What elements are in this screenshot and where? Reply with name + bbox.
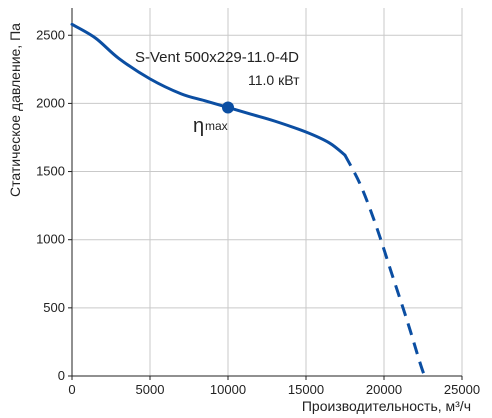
x-tick-label: 15000 bbox=[288, 382, 324, 397]
y-tick-label: 1000 bbox=[36, 232, 65, 247]
power-label: 11.0 кВт bbox=[248, 72, 300, 88]
series-line-dashed bbox=[343, 154, 426, 377]
x-tick-label: 25000 bbox=[444, 382, 480, 397]
y-tick-label: 2000 bbox=[36, 95, 65, 110]
y-axis-label: Статическое давление, Па bbox=[7, 23, 23, 197]
y-tick-label: 0 bbox=[58, 368, 65, 383]
y-tick-label: 2500 bbox=[36, 27, 65, 42]
eta-max-point bbox=[222, 101, 234, 114]
grid bbox=[72, 8, 463, 376]
eta-subscript: max bbox=[205, 119, 228, 133]
y-tick-label: 1500 bbox=[36, 164, 65, 179]
eta-symbol: η bbox=[193, 115, 204, 137]
x-axis-label: Производительность, м³/ч bbox=[302, 398, 471, 414]
x-tick-label: 10000 bbox=[210, 382, 246, 397]
x-tick-label: 5000 bbox=[136, 382, 165, 397]
y-tick-label: 500 bbox=[43, 300, 65, 315]
model-label: S-Vent 500x229-11.0-4D bbox=[135, 49, 299, 66]
x-tick-label: 20000 bbox=[366, 382, 402, 397]
series-line-solid bbox=[70, 22, 347, 157]
axis-ticks: 0 5000 10000 15000 20000 25000 0 500 1000 1500 200… bbox=[36, 27, 480, 397]
x-tick-label: 0 bbox=[68, 382, 75, 397]
